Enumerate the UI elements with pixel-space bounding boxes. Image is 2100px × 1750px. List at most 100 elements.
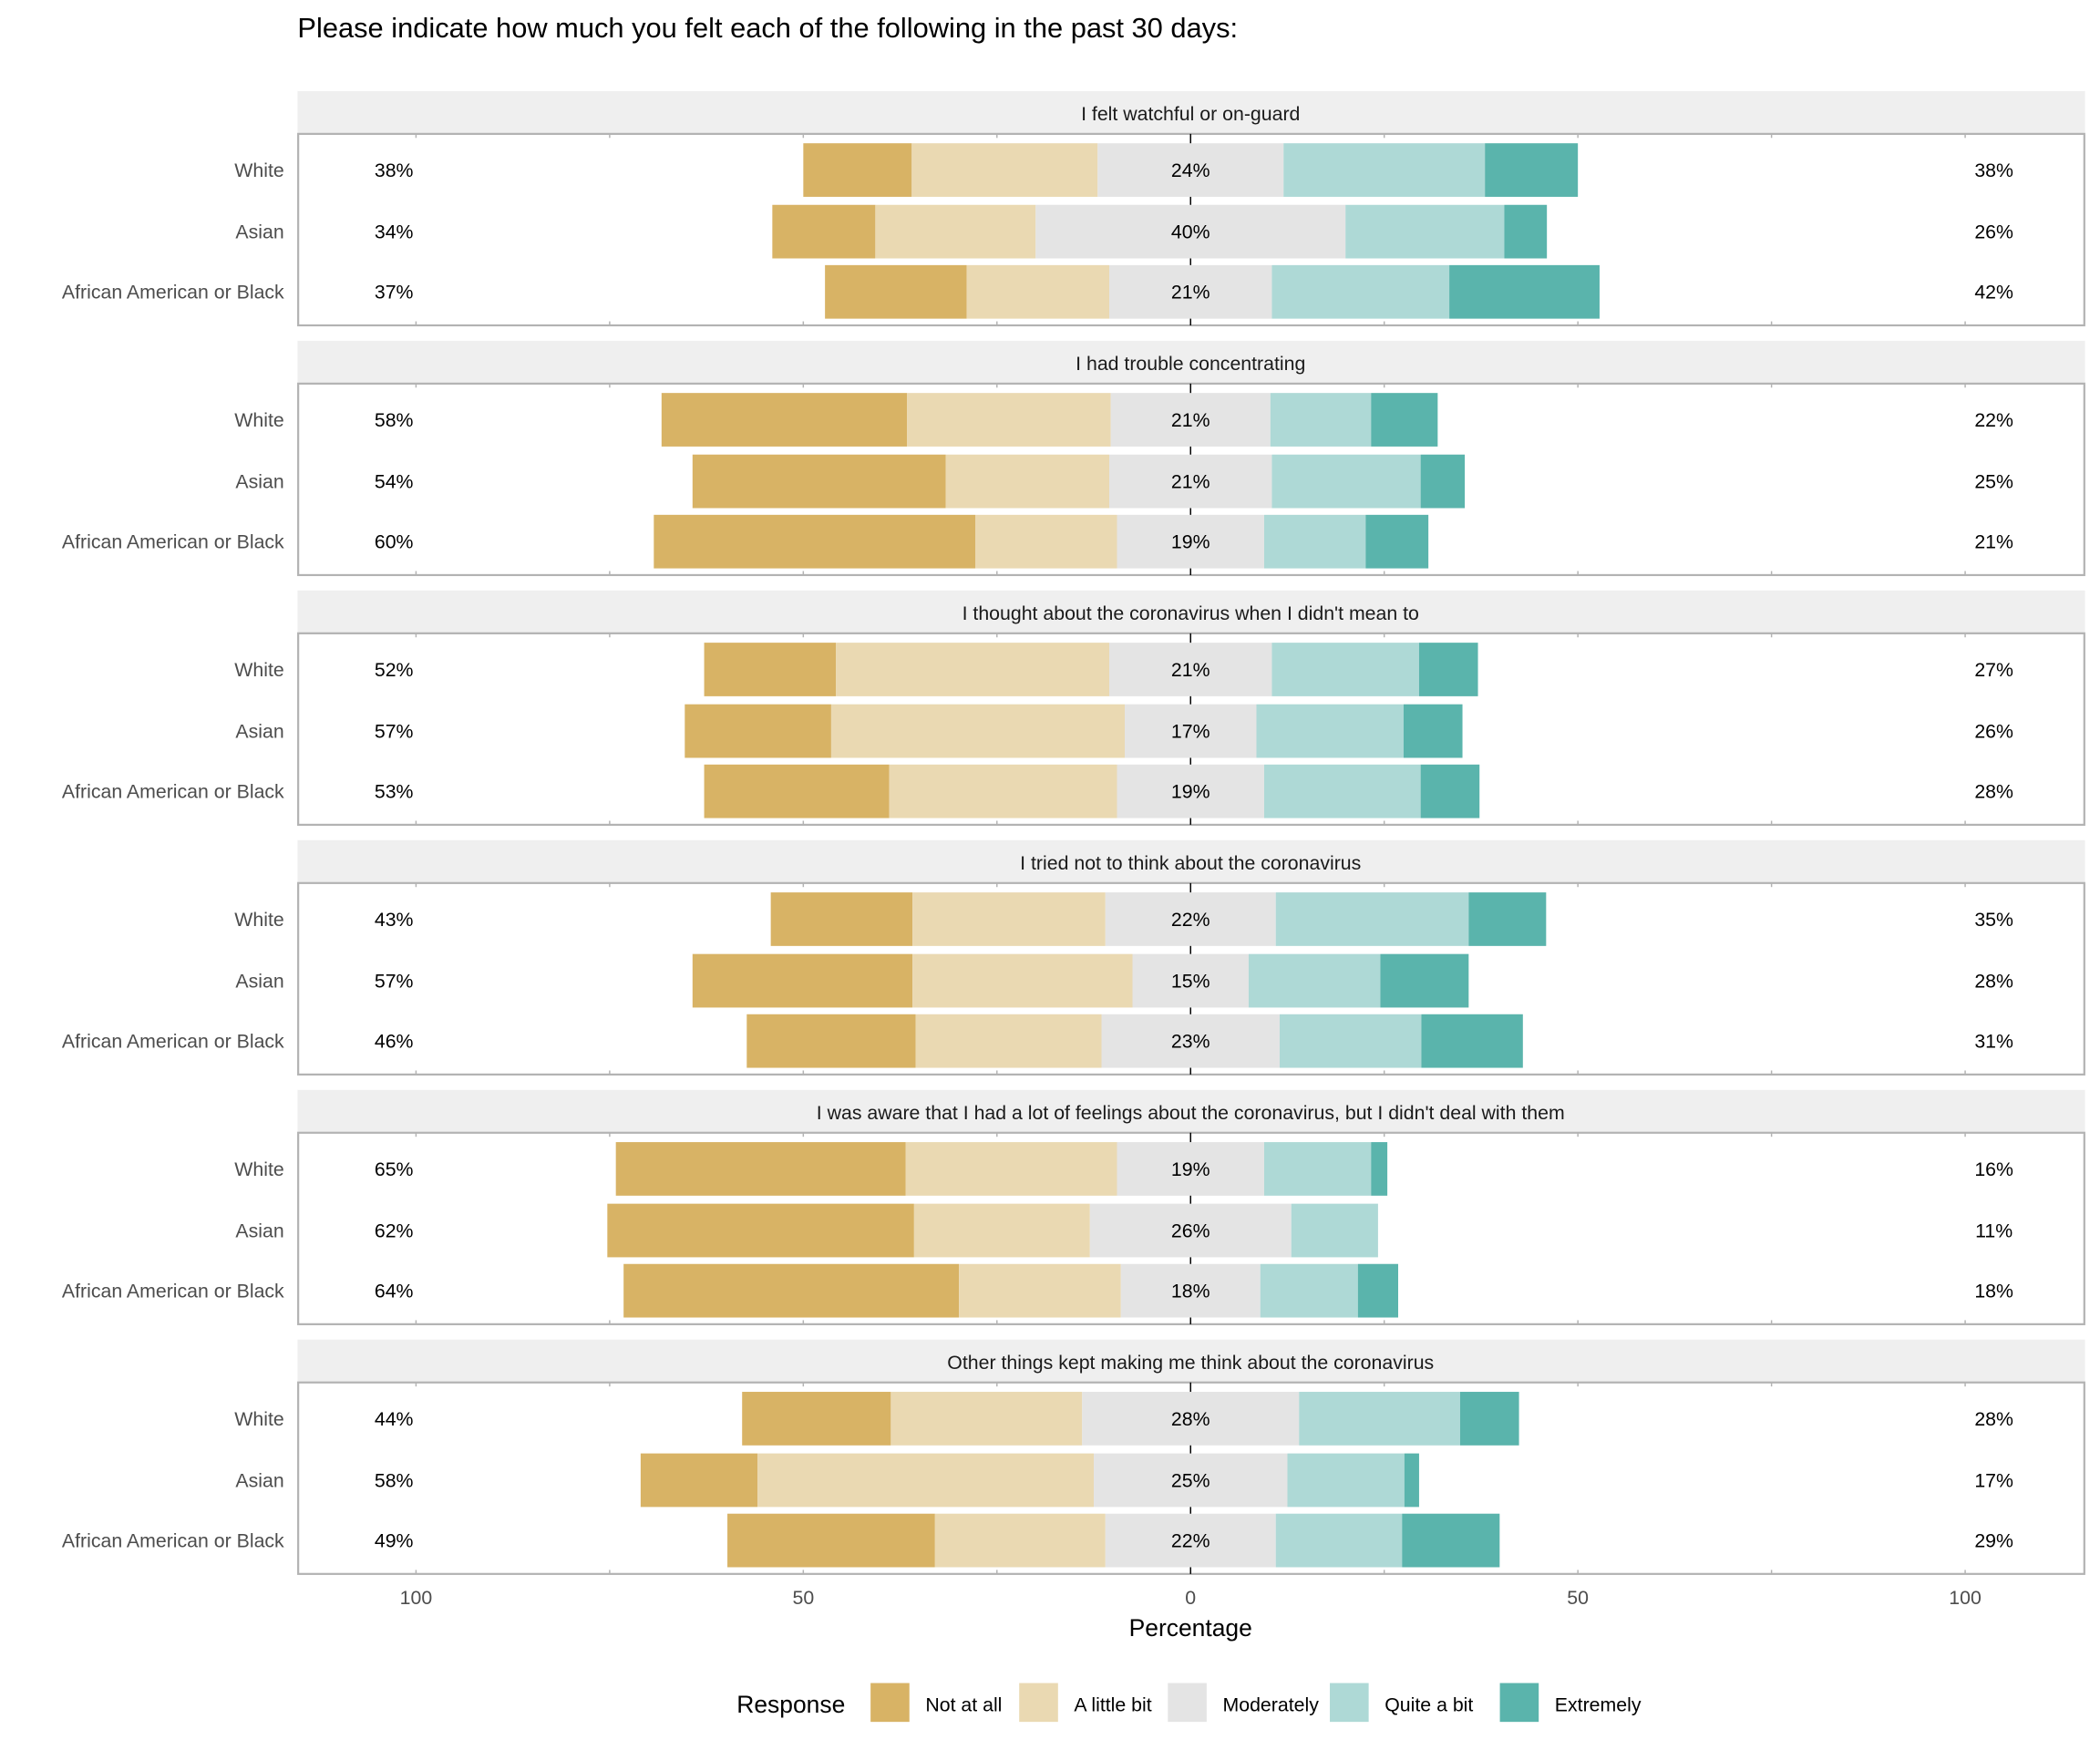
left-percent-label: 49% <box>375 1529 414 1551</box>
left-percent-label: 58% <box>375 1469 414 1491</box>
facet-title: I was aware that I had a lot of feelings… <box>817 1102 1565 1124</box>
middle-percent-label: 17% <box>1171 720 1210 742</box>
facet-panel: I felt watchful or on-guard White 38% 24% 38… <box>62 90 2085 327</box>
bar-segment-a-little-bit <box>875 204 1036 259</box>
middle-percent-label: 26% <box>1171 1220 1210 1241</box>
left-percent-label: 57% <box>375 720 414 742</box>
row-label: White <box>234 160 283 181</box>
bar-segment-not-at-all <box>704 764 890 818</box>
bar-segment-not-at-all <box>654 514 975 569</box>
row-label: Asian <box>235 221 283 242</box>
legend-swatch <box>1330 1683 1369 1723</box>
bar-segment-moderately <box>1105 892 1276 946</box>
bar-row: White 44% 28% 28% <box>234 1392 2013 1446</box>
facet-strip <box>297 340 2085 384</box>
right-percent-label: 31% <box>1974 1031 2013 1053</box>
legend-swatch <box>1499 1683 1539 1723</box>
left-percent-label: 52% <box>375 659 414 681</box>
bar-segment-quite-a-bit <box>1275 1513 1403 1568</box>
bar-segment-quite-a-bit <box>1260 1263 1358 1318</box>
left-percent-label: 38% <box>375 160 414 181</box>
bar-row: Asian 54% 21% 25% <box>235 454 2013 509</box>
x-axis-label: Percentage <box>1129 1614 1252 1642</box>
bar-segment-a-little-bit <box>757 1453 1095 1508</box>
left-percent-label: 53% <box>375 781 414 803</box>
row-label: Asian <box>235 1220 283 1241</box>
x-axis: 100 50 0 50 100 <box>400 1587 1982 1609</box>
left-percent-label: 44% <box>375 1408 414 1430</box>
x-tick-label: 0 <box>1185 1587 1196 1609</box>
bar-segment-a-little-bit <box>830 704 1126 758</box>
row-label: African American or Black <box>62 282 284 304</box>
left-percent-label: 43% <box>375 909 414 931</box>
bar-segment-extremely <box>1485 143 1579 197</box>
bar-segment-a-little-bit <box>890 1392 1083 1446</box>
bar-segment-not-at-all <box>685 704 831 758</box>
row-label: African American or Black <box>62 1529 284 1551</box>
bar-segment-a-little-bit <box>912 892 1106 946</box>
bar-segment-quite-a-bit <box>1270 393 1372 447</box>
facet-panel: I thought about the coronavirus when I d… <box>62 590 2085 827</box>
legend-swatch <box>1019 1683 1058 1723</box>
bar-segment-quite-a-bit <box>1263 514 1366 569</box>
bar-segment-quite-a-bit <box>1263 1142 1372 1196</box>
bar-segment-a-little-bit <box>836 643 1110 696</box>
middle-percent-label: 22% <box>1171 909 1210 931</box>
bar-segment-not-at-all <box>661 393 908 447</box>
legend-label: A little bit <box>1074 1693 1151 1715</box>
bar-segment-a-little-bit <box>911 143 1098 197</box>
bar-row: White 43% 22% 35% <box>234 892 2013 946</box>
left-percent-label: 62% <box>375 1220 414 1241</box>
bar-segment-quite-a-bit <box>1263 764 1421 818</box>
bar-segment-moderately <box>1082 1392 1300 1446</box>
bar-segment-extremely <box>1420 454 1466 509</box>
bar-segment-moderately <box>1120 1263 1261 1318</box>
right-percent-label: 27% <box>1974 659 2013 681</box>
bar-segment-not-at-all <box>623 1263 960 1318</box>
bar-segment-moderately <box>1094 1453 1288 1508</box>
bar-row: Asian 62% 26% 11% <box>235 1203 2012 1258</box>
row-label: African American or Black <box>62 1280 284 1302</box>
middle-percent-label: 25% <box>1171 1469 1210 1491</box>
right-percent-label: 26% <box>1974 720 2013 742</box>
bar-segment-quite-a-bit <box>1275 892 1469 946</box>
bar-segment-a-little-bit <box>934 1513 1106 1568</box>
right-percent-label: 28% <box>1974 781 2013 803</box>
facet-title: Other things kept making me think about … <box>947 1352 1434 1374</box>
bar-segment-a-little-bit <box>907 393 1111 447</box>
bar-segment-quite-a-bit <box>1279 1014 1422 1068</box>
middle-percent-label: 28% <box>1171 1408 1210 1430</box>
middle-percent-label: 21% <box>1171 409 1210 431</box>
facet-strip <box>297 1089 2085 1133</box>
facet-title: I felt watchful or on-guard <box>1081 103 1300 125</box>
bar-segment-a-little-bit <box>966 264 1110 319</box>
row-label: White <box>234 409 283 431</box>
bar-segment-not-at-all <box>772 204 876 259</box>
right-percent-label: 21% <box>1974 531 2013 553</box>
bar-segment-extremely <box>1504 204 1548 259</box>
right-percent-label: 17% <box>1974 1469 2013 1491</box>
x-tick-label: 50 <box>1567 1587 1589 1609</box>
left-percent-label: 65% <box>375 1158 414 1180</box>
bar-row: Asian 57% 17% 26% <box>235 704 2013 758</box>
bar-segment-extremely <box>1402 1513 1500 1568</box>
bar-segment-moderately <box>1097 143 1284 197</box>
legend-label: Extremely <box>1555 1693 1642 1715</box>
facet-title: I had trouble concentrating <box>1076 353 1305 375</box>
legend-swatch <box>1168 1683 1207 1723</box>
right-percent-label: 16% <box>1974 1158 2013 1180</box>
bar-segment-a-little-bit <box>974 514 1117 569</box>
bar-row: Asian 34% 40% 26% <box>235 204 2013 259</box>
bar-segment-a-little-bit <box>945 454 1110 509</box>
bar-segment-not-at-all <box>640 1453 758 1508</box>
bar-segment-moderately <box>1125 704 1257 758</box>
x-tick-label: 100 <box>400 1587 433 1609</box>
legend-swatch <box>870 1683 910 1723</box>
bar-segment-moderately <box>1109 264 1272 319</box>
legend: Response Not at all A little bit Moderatel… <box>736 1683 1642 1723</box>
facet-panel: I had trouble concentrating White 58% 21% 22… <box>62 340 2085 577</box>
bar-row: African American or Black 64% 18% 18% <box>62 1263 2013 1318</box>
middle-percent-label: 40% <box>1171 221 1210 242</box>
legend-item: A little bit <box>1019 1683 1152 1723</box>
bar-segment-moderately <box>1117 514 1264 569</box>
